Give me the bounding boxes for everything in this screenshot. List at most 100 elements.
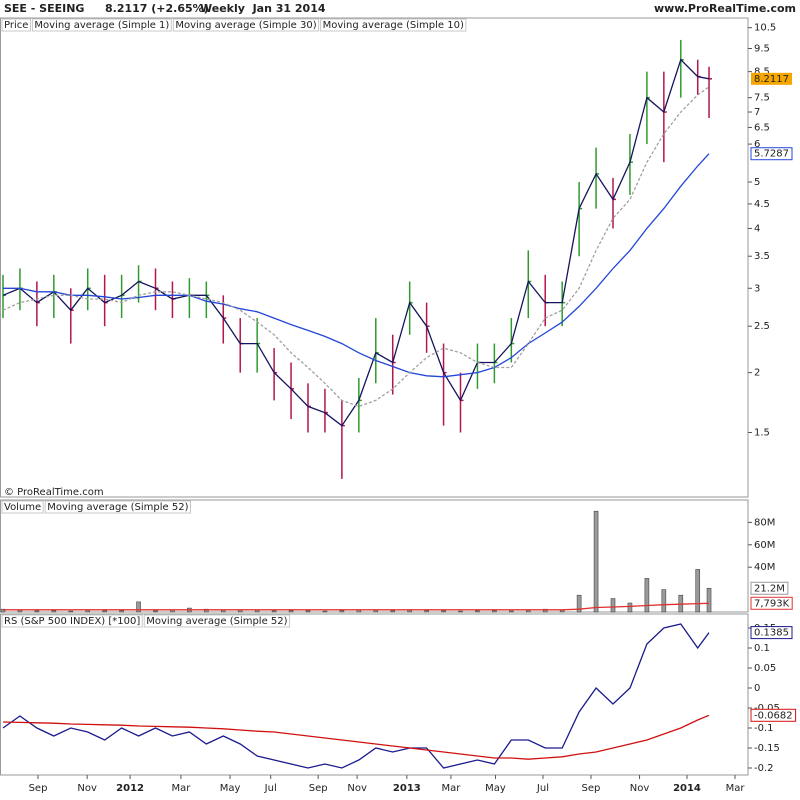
x-tick-label: Sep bbox=[582, 783, 601, 794]
volume-bar bbox=[17, 610, 23, 613]
series-line bbox=[2, 623, 710, 769]
panel-frame bbox=[0, 499, 749, 613]
y-tick-label: 10.5 bbox=[754, 23, 776, 34]
last-value-box bbox=[750, 596, 793, 610]
quote: 8.2117 (+2.65%) bbox=[105, 2, 209, 15]
series-line bbox=[3, 602, 710, 611]
y-tick-label: 7 bbox=[754, 107, 760, 118]
legend-entry: Moving average (Simple 52) bbox=[146, 616, 287, 627]
volume-bar bbox=[644, 578, 650, 613]
volume-bar bbox=[136, 601, 141, 613]
legend-entry: Volume bbox=[4, 502, 41, 513]
series-line bbox=[2, 86, 710, 408]
x-tick-label: Mar bbox=[171, 783, 191, 794]
y-tick-label: 0.1 bbox=[754, 643, 770, 654]
x-tick-label: Sep bbox=[309, 783, 328, 794]
volume-bar bbox=[102, 610, 107, 613]
y-tick-label: 7.5 bbox=[754, 93, 770, 104]
legend-entry: Moving average (Simple 10) bbox=[323, 20, 464, 31]
legend-box bbox=[172, 18, 320, 32]
y-tick-label: 3 bbox=[754, 283, 760, 294]
volume-bar bbox=[305, 610, 311, 613]
volume-bar bbox=[509, 610, 514, 613]
legend-box bbox=[320, 18, 467, 32]
site: www.ProRealTime.com bbox=[654, 2, 796, 15]
y-tick-label: 2.5 bbox=[754, 321, 770, 332]
series-line bbox=[2, 714, 710, 760]
legend-entry: Moving average (Simple 30) bbox=[175, 20, 316, 31]
y-tick-label: 1.5 bbox=[754, 427, 770, 438]
x-tick-label: May bbox=[220, 783, 241, 794]
legend-entry: Moving average (Simple 1) bbox=[34, 20, 169, 31]
legend-entry: Moving average (Simple 52) bbox=[47, 502, 188, 513]
last-value-label: -0.0682 bbox=[754, 710, 793, 721]
y-tick-label: -0.1 bbox=[754, 723, 774, 734]
legend-box bbox=[31, 18, 172, 32]
volume-bar bbox=[525, 610, 531, 613]
last-value-box bbox=[750, 626, 793, 640]
volume-bar bbox=[475, 610, 480, 613]
volume-bar bbox=[220, 610, 226, 613]
volume-bar bbox=[407, 610, 412, 613]
y-tick-label: 6 bbox=[754, 139, 760, 150]
volume-bar bbox=[339, 610, 345, 613]
panel-frame bbox=[0, 613, 749, 776]
last-value-label: 5.7287 bbox=[754, 149, 789, 160]
x-tick-label: Jul bbox=[264, 783, 277, 794]
y-tick-label: 5 bbox=[754, 177, 760, 188]
last-value-box bbox=[750, 147, 793, 161]
last-value-box bbox=[750, 581, 789, 595]
y-tick-label: -0.05 bbox=[754, 703, 780, 714]
series-line bbox=[3, 153, 710, 378]
y-tick-label: 6.5 bbox=[754, 122, 770, 133]
last-value-label: 7,793K bbox=[754, 598, 790, 609]
x-tick-label: Jul bbox=[536, 783, 549, 794]
volume-bar bbox=[254, 610, 260, 613]
y-tick-label: 4 bbox=[754, 223, 760, 234]
volume-bar bbox=[51, 610, 57, 613]
y-tick-label: 2 bbox=[754, 368, 760, 379]
volume-bar bbox=[424, 610, 429, 613]
legend-box bbox=[143, 614, 291, 628]
x-tick-label: Sep bbox=[29, 783, 48, 794]
copyright: © ProRealTime.com bbox=[4, 487, 104, 498]
volume-bar bbox=[695, 569, 701, 613]
x-tick-label: Nov bbox=[347, 783, 367, 794]
symbol-title: SEE - SEEING bbox=[4, 2, 84, 15]
volume-bar bbox=[68, 610, 74, 613]
volume-bar bbox=[610, 598, 616, 613]
volume-bar bbox=[492, 610, 497, 613]
volume-bar bbox=[288, 610, 294, 613]
x-tick-label: 2014 bbox=[673, 783, 701, 794]
volume-bar bbox=[593, 510, 599, 613]
legend-box bbox=[1, 500, 44, 514]
last-value-label: 21.2M bbox=[754, 583, 785, 594]
y-tick-label: 40M bbox=[754, 562, 775, 573]
last-value-box bbox=[750, 708, 797, 722]
x-tick-label: May bbox=[485, 783, 506, 794]
panel-frame bbox=[0, 17, 749, 498]
y-tick-label: 8.5 bbox=[754, 67, 770, 78]
y-tick-label: 0.05 bbox=[754, 663, 776, 674]
volume-bar bbox=[322, 610, 328, 613]
x-tick-label: 2012 bbox=[116, 783, 144, 794]
legend-box bbox=[44, 500, 191, 514]
volume-bar bbox=[661, 589, 667, 613]
x-tick-label: Mar bbox=[441, 783, 461, 794]
period: Weekly Jan 31 2014 bbox=[200, 2, 326, 15]
y-tick-label: 9.5 bbox=[754, 43, 770, 54]
y-tick-label: 3.5 bbox=[754, 251, 770, 262]
y-tick-label: 4.5 bbox=[754, 199, 770, 210]
last-value-label: 8.2117 bbox=[754, 74, 789, 85]
last-value-box bbox=[751, 72, 792, 85]
volume-bar bbox=[153, 610, 158, 613]
volume-bar bbox=[373, 610, 379, 613]
last-value-label: 0.1385 bbox=[754, 628, 789, 639]
volume-bar bbox=[85, 610, 91, 613]
legend-box bbox=[1, 18, 31, 32]
y-tick-label: -0.15 bbox=[754, 743, 780, 754]
volume-bar bbox=[627, 602, 633, 613]
series-line bbox=[2, 58, 710, 427]
legend-entry: Price bbox=[4, 20, 28, 31]
